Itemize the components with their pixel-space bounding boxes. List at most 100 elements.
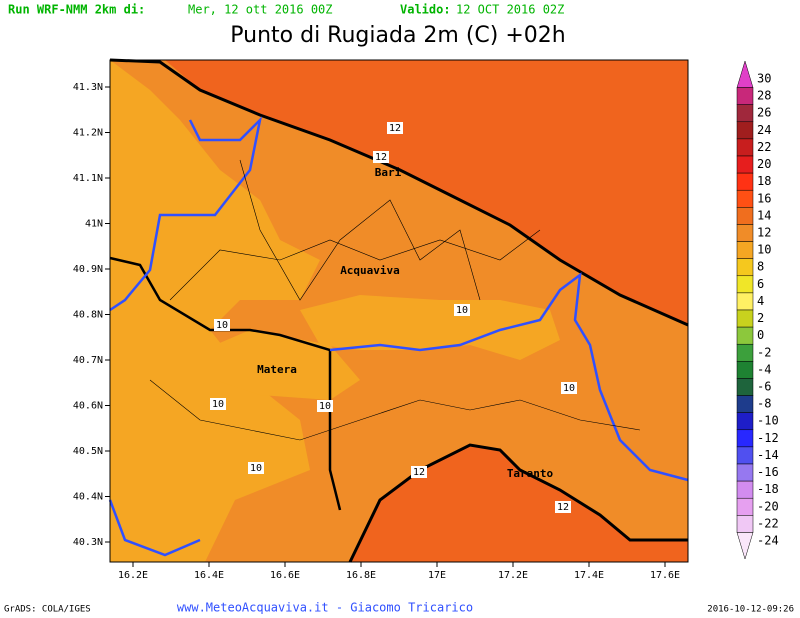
colorbar-label: 0 bbox=[757, 328, 764, 342]
colorbar-box bbox=[736, 395, 754, 413]
colorbar-label: -4 bbox=[757, 362, 771, 376]
colorbar-box bbox=[736, 343, 754, 362]
colorbar-label: 12 bbox=[757, 226, 771, 240]
lon-label: 17E bbox=[428, 570, 446, 581]
colorbar-label: 10 bbox=[757, 243, 771, 257]
colorbar-label: 18 bbox=[757, 174, 771, 188]
colorbar: 302826242220181614121086420-2-4-6-8-10-1… bbox=[736, 60, 779, 560]
colorbar-box bbox=[736, 446, 754, 465]
run-date: Mer, 12 ott 2016 00Z bbox=[188, 3, 333, 17]
colorbar-label: 28 bbox=[757, 89, 771, 103]
contour-label-bg bbox=[561, 382, 577, 394]
colorbar-box bbox=[736, 480, 754, 499]
coastline bbox=[109, 58, 689, 327]
contour-label-bg bbox=[214, 319, 230, 331]
lat-label: 40.6N bbox=[73, 401, 103, 412]
map-labels: 41.3N 41.2N 41.1N 41N 40.9N 40.8N 40.7N 40.6N 40… bbox=[73, 82, 680, 581]
contour-label: 10 bbox=[250, 463, 262, 474]
contour-label: 10 bbox=[456, 305, 468, 316]
colorbar-label: 8 bbox=[757, 260, 764, 274]
colorbar-label: 24 bbox=[757, 123, 771, 137]
colorbar-box bbox=[736, 378, 754, 396]
contour-label: 10 bbox=[216, 320, 228, 331]
colorbar-box bbox=[736, 275, 754, 294]
colorbar-label: 30 bbox=[757, 72, 771, 86]
colorbar-label: 16 bbox=[757, 191, 771, 205]
lat-label: 40.5N bbox=[73, 446, 103, 457]
contour-label: 12 bbox=[375, 152, 387, 163]
colorbar-label: -14 bbox=[757, 448, 779, 462]
contour-label-bg bbox=[248, 462, 264, 474]
colorbar-box bbox=[736, 155, 754, 174]
light-field bbox=[300, 295, 560, 360]
colorbar-label: -20 bbox=[757, 499, 779, 513]
colorbar-label: 22 bbox=[757, 140, 771, 154]
colorbar-label: 20 bbox=[757, 157, 771, 171]
colorbar-box bbox=[736, 104, 754, 123]
contour-label: 12 bbox=[557, 502, 569, 513]
colorbar-label: -22 bbox=[757, 516, 779, 530]
colorbar-box bbox=[736, 309, 754, 328]
colorbar-box bbox=[736, 224, 754, 242]
colorbar-box bbox=[736, 172, 754, 191]
lat-label: 40.7N bbox=[73, 355, 103, 366]
colorbar-label: -16 bbox=[757, 465, 779, 479]
lon-label: 16.8E bbox=[346, 570, 376, 581]
colorbar-box bbox=[736, 361, 754, 379]
colorbar-box bbox=[736, 292, 754, 311]
coastline bbox=[348, 443, 688, 563]
contour-label-bg bbox=[411, 466, 427, 478]
colorbar-box bbox=[736, 497, 754, 516]
footer-center: www.MeteoAcquaviva.it - Giacomo Tricaric… bbox=[177, 601, 473, 615]
colorbar-cap bbox=[736, 60, 754, 88]
lon-label: 17.4E bbox=[574, 570, 604, 581]
lat-label: 40.3N bbox=[73, 537, 103, 548]
colorbar-box bbox=[736, 429, 754, 448]
lat-label: 40.8N bbox=[73, 310, 103, 321]
colorbar-cap bbox=[736, 532, 754, 560]
municipal-border bbox=[149, 379, 641, 441]
colorbar-box bbox=[736, 412, 754, 431]
colorbar-label: 14 bbox=[757, 208, 771, 222]
lon-label: 16.6E bbox=[270, 570, 300, 581]
colorbar-label: 4 bbox=[757, 294, 764, 308]
colorbar-box bbox=[736, 138, 754, 157]
province-border bbox=[109, 116, 263, 312]
valid-date: 12 OCT 2016 02Z bbox=[456, 3, 564, 17]
colorbar-label: -8 bbox=[757, 397, 771, 411]
lat-label: 40.9N bbox=[73, 264, 103, 275]
lon-label: 16.2E bbox=[118, 570, 148, 581]
contour-label-bg bbox=[317, 400, 333, 412]
contour-label-bg bbox=[555, 501, 571, 513]
colorbar-label: 6 bbox=[757, 277, 764, 291]
valid-label: Valido: bbox=[400, 3, 451, 17]
contour-label-bg bbox=[373, 151, 389, 163]
sea-ionian bbox=[350, 445, 688, 562]
colorbar-label: -24 bbox=[757, 534, 779, 548]
city-label: Matera bbox=[257, 363, 297, 376]
colorbar-box bbox=[736, 515, 754, 533]
lat-label: 41.2N bbox=[73, 128, 103, 139]
lat-label: 40.4N bbox=[73, 492, 103, 503]
lon-label: 16.4E bbox=[194, 570, 224, 581]
contour-label: 12 bbox=[389, 123, 401, 134]
colorbar-label: -12 bbox=[757, 431, 779, 445]
run-label: Run WRF-NMM 2km di: bbox=[8, 3, 145, 17]
colorbar-box bbox=[736, 241, 754, 259]
colorbar-box bbox=[736, 258, 754, 277]
footer-right: 2016-10-12-09:26 bbox=[707, 605, 794, 615]
colorbar-label: -6 bbox=[757, 380, 771, 394]
colorbar-box bbox=[736, 463, 754, 482]
colorbar-box bbox=[736, 87, 754, 105]
city-label: Taranto bbox=[507, 467, 554, 480]
light-field bbox=[110, 60, 320, 562]
lat-label: 41.1N bbox=[73, 173, 103, 184]
contour-label: 10 bbox=[319, 401, 331, 412]
province-border bbox=[329, 272, 689, 482]
municipal-border bbox=[239, 159, 481, 301]
map-frame bbox=[109, 59, 689, 563]
footer-left: GrADS: COLA/IGES bbox=[4, 605, 91, 615]
colorbar-label: 26 bbox=[757, 106, 771, 120]
